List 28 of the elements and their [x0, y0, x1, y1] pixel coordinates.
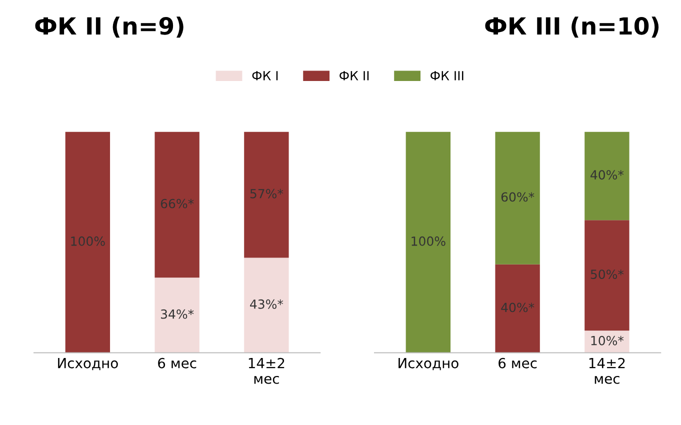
data-label: 66%* — [160, 198, 194, 208]
x-tick-label: 14±2 мес — [248, 358, 284, 384]
data-label: 50%* — [590, 270, 624, 280]
data-label: 43%* — [250, 299, 284, 309]
legend-label: ФК I — [252, 71, 278, 80]
chart-title: ФК III (n=10) — [485, 16, 659, 38]
data-label: 100% — [71, 236, 105, 246]
legend-label: ФК III — [430, 71, 464, 80]
x-tick-label: 14±2 мес — [589, 358, 625, 384]
data-label: 40%* — [590, 170, 624, 180]
chart-title: ФК II (n=9) — [35, 16, 184, 38]
data-label: 40%* — [501, 302, 534, 312]
data-label: 10%* — [591, 336, 624, 346]
bar — [406, 132, 451, 353]
x-tick-label: 6 мес — [158, 358, 196, 368]
bar — [495, 264, 540, 353]
data-label: 100% — [412, 236, 446, 246]
bar — [495, 132, 540, 264]
x-tick-label: Исходно — [58, 358, 118, 370]
data-label: 60%* — [501, 192, 534, 202]
x-tick-label: Исходно — [398, 358, 458, 370]
bar — [584, 220, 630, 331]
legend-label: ФК II — [340, 71, 369, 80]
data-label: 57%* — [250, 188, 284, 198]
x-tick-label: 6 мес — [498, 358, 537, 368]
bar — [584, 330, 630, 353]
bar — [584, 132, 630, 220]
data-label: 34%* — [160, 309, 194, 319]
